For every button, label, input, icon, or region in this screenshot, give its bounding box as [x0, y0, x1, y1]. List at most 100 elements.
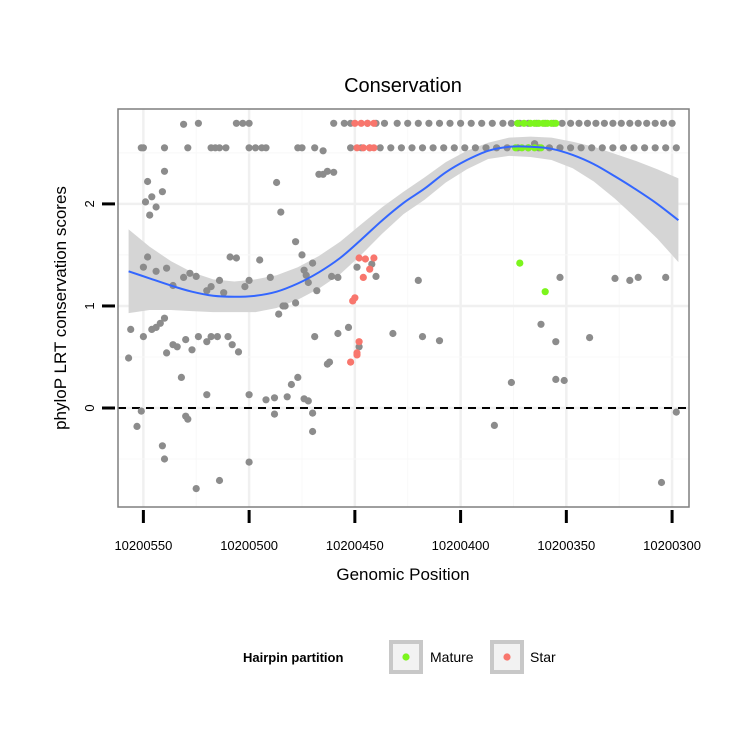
point-other-47 — [226, 253, 234, 261]
point-other-140 — [404, 119, 412, 127]
point-other-72 — [586, 334, 594, 342]
x-tick-label-0: 10200550 — [114, 538, 172, 553]
point-other-114 — [507, 378, 515, 387]
x-tick-label-5: 10200300 — [643, 538, 701, 553]
point-other-89 — [188, 346, 196, 354]
smooth-line-layer — [128, 145, 680, 298]
point-other-173 — [376, 144, 384, 152]
point-other-16 — [222, 144, 230, 152]
point-other-24 — [273, 178, 281, 187]
point-other-179 — [440, 144, 448, 152]
point-other-58 — [309, 259, 317, 267]
point-other-108 — [334, 329, 342, 338]
point-other-41 — [186, 269, 194, 277]
point-other-63 — [292, 238, 300, 246]
point-other-138 — [380, 119, 389, 127]
point-star-3 — [370, 119, 378, 127]
point-other-123 — [184, 415, 192, 423]
point-other-118 — [133, 422, 141, 430]
point-other-77 — [127, 325, 135, 333]
point-other-35 — [144, 253, 152, 261]
point-other-49 — [245, 276, 253, 284]
point-other-174 — [387, 144, 395, 152]
point-other-44 — [207, 283, 215, 291]
point-other-23 — [262, 144, 270, 152]
smooth-line — [128, 145, 680, 298]
point-other-107 — [325, 358, 334, 366]
legend-label-star: Star — [530, 649, 556, 665]
point-other-31 — [323, 167, 331, 175]
point-star-5 — [359, 144, 367, 152]
point-other-161 — [600, 119, 609, 127]
point-other-169 — [668, 119, 676, 127]
point-other-181 — [461, 144, 469, 152]
point-other-84 — [163, 349, 171, 357]
point-other-73 — [611, 274, 619, 282]
point-other-10 — [184, 144, 192, 152]
x-tick-label-4: 10200350 — [537, 538, 595, 553]
points-layer — [125, 119, 680, 493]
point-other-163 — [617, 119, 625, 127]
point-other-64 — [328, 272, 336, 280]
point-other-5 — [146, 211, 154, 219]
y-tick-label-1: 1 — [82, 302, 97, 309]
point-other-164 — [626, 119, 634, 127]
confidence-band-layer — [128, 136, 679, 314]
point-other-142 — [425, 119, 433, 127]
point-other-162 — [609, 119, 617, 127]
point-other-42 — [192, 272, 200, 280]
point-other-104 — [304, 397, 312, 405]
point-other-3 — [141, 198, 150, 206]
point-other-11 — [180, 120, 188, 128]
point-other-38 — [163, 264, 171, 272]
legend-item-mature: Mature — [389, 640, 474, 674]
point-other-60 — [313, 287, 321, 295]
point-other-82 — [156, 319, 164, 327]
point-other-144 — [446, 119, 454, 127]
point-other-25 — [277, 208, 285, 216]
x-axis-label: Genomic Position — [336, 565, 469, 584]
point-other-28 — [311, 144, 319, 152]
point-other-62 — [298, 251, 306, 259]
point-other-130 — [309, 409, 317, 417]
point-mature-15 — [541, 288, 549, 296]
point-other-9 — [160, 144, 169, 152]
point-mature-9 — [511, 144, 520, 152]
point-other-129 — [309, 427, 317, 436]
point-other-132 — [657, 478, 666, 487]
y-axis-label: phyloP LRT conservation scores — [51, 186, 70, 430]
point-other-194 — [598, 144, 606, 152]
point-other-167 — [651, 119, 659, 127]
point-other-175 — [397, 144, 405, 152]
point-mature-1 — [520, 119, 528, 127]
point-other-158 — [575, 119, 583, 127]
point-other-196 — [619, 144, 628, 152]
point-other-76 — [662, 273, 670, 281]
point-other-111 — [389, 329, 397, 338]
point-mature-10 — [518, 144, 526, 152]
point-other-19 — [245, 119, 253, 127]
point-other-180 — [450, 144, 458, 152]
point-other-91 — [203, 338, 211, 346]
chart-title: Conservation — [344, 75, 462, 97]
point-other-139 — [393, 119, 401, 127]
point-other-87 — [177, 373, 185, 381]
point-other-201 — [672, 144, 680, 152]
point-other-143 — [435, 119, 444, 127]
point-other-110 — [355, 343, 363, 351]
point-other-100 — [283, 393, 291, 401]
x-tick-label-1: 10200500 — [220, 538, 278, 553]
plot-panel-border — [117, 108, 690, 508]
point-star-9 — [361, 255, 369, 263]
legend-swatch-star — [503, 653, 511, 661]
point-other-133 — [672, 408, 680, 416]
point-other-150 — [507, 119, 515, 127]
point-other-128 — [270, 410, 279, 418]
point-star-1 — [357, 119, 365, 127]
point-other-121 — [160, 455, 169, 463]
point-other-8 — [160, 167, 169, 175]
point-star-11 — [366, 265, 374, 273]
point-other-99 — [270, 394, 279, 402]
x-tick-label-3: 10200400 — [432, 538, 490, 553]
point-other-15 — [215, 144, 224, 152]
